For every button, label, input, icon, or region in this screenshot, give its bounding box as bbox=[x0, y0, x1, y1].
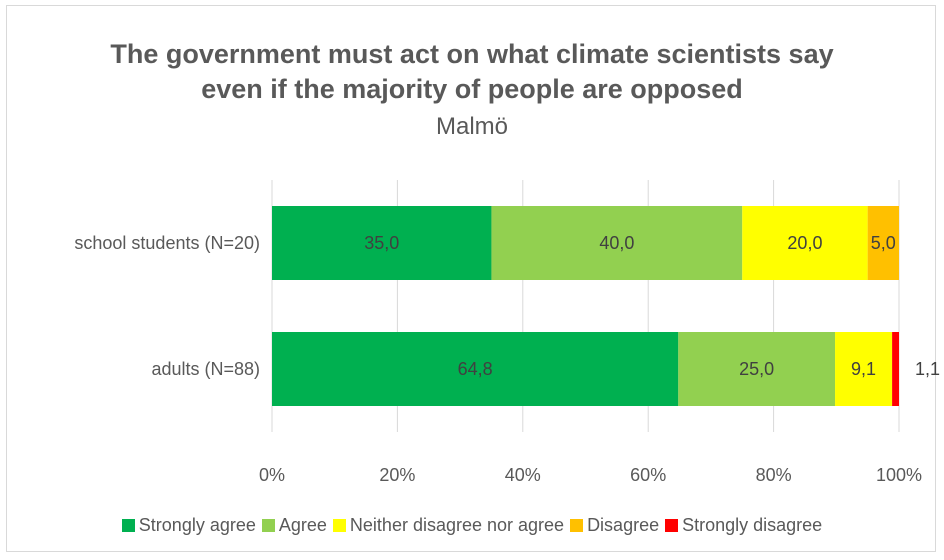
data-label: 20,0 bbox=[787, 233, 822, 253]
chart-title-line-2: even if the majority of people are oppos… bbox=[201, 74, 743, 104]
x-tick-label: 40% bbox=[505, 465, 541, 485]
x-tick-label: 100% bbox=[876, 465, 922, 485]
bar-segment bbox=[272, 332, 679, 406]
legend-label: Neither disagree nor agree bbox=[349, 515, 565, 535]
category-label: adults (N=88) bbox=[151, 359, 260, 379]
legend-item: Disagree bbox=[570, 515, 659, 536]
legend-item: Neither disagree nor agree bbox=[332, 515, 565, 536]
data-label: 25,0 bbox=[739, 359, 774, 379]
legend-swatch bbox=[570, 519, 584, 532]
chart-title-line-1: The government must act on what climate … bbox=[110, 39, 834, 69]
category-label: school students (N=20) bbox=[74, 233, 260, 253]
legend-item: Strongly disagree bbox=[665, 515, 822, 536]
legend-item: Strongly agree bbox=[121, 515, 256, 536]
legend: Strongly agree Agree Neither disagree nor … bbox=[0, 515, 944, 536]
bar-segment bbox=[867, 206, 899, 280]
x-tick-label: 0% bbox=[259, 465, 285, 485]
bar-segment bbox=[272, 206, 492, 280]
bar-segment bbox=[678, 332, 836, 406]
x-tick-label: 60% bbox=[630, 465, 666, 485]
bar-segment bbox=[892, 332, 899, 406]
legend-label: Disagree bbox=[587, 515, 660, 535]
legend-swatch bbox=[332, 519, 346, 532]
data-label: 40,0 bbox=[599, 233, 634, 253]
x-tick-label: 20% bbox=[379, 465, 415, 485]
data-label: 64,8 bbox=[458, 359, 493, 379]
legend-swatch bbox=[261, 519, 275, 532]
x-tick-label: 80% bbox=[756, 465, 792, 485]
data-label: 1,1 bbox=[915, 359, 940, 379]
legend-swatch bbox=[121, 519, 135, 532]
bar-segment bbox=[491, 206, 743, 280]
legend-swatch bbox=[665, 519, 679, 532]
data-label: 9,1 bbox=[851, 359, 876, 379]
data-label: 5,0 bbox=[871, 233, 896, 253]
plot-area: 0% 20% 40% 60% 80% 100% school students (N=20)… bbox=[74, 180, 940, 485]
legend-label: Strongly disagree bbox=[682, 515, 823, 535]
legend-item: Agree bbox=[261, 515, 327, 536]
data-label: 35,0 bbox=[364, 233, 399, 253]
bar-segment bbox=[742, 206, 868, 280]
bar-segment bbox=[835, 332, 893, 406]
chart-subtitle: Malmö bbox=[435, 113, 508, 140]
legend-label: Agree bbox=[278, 515, 327, 535]
legend-label: Strongly agree bbox=[138, 515, 256, 535]
